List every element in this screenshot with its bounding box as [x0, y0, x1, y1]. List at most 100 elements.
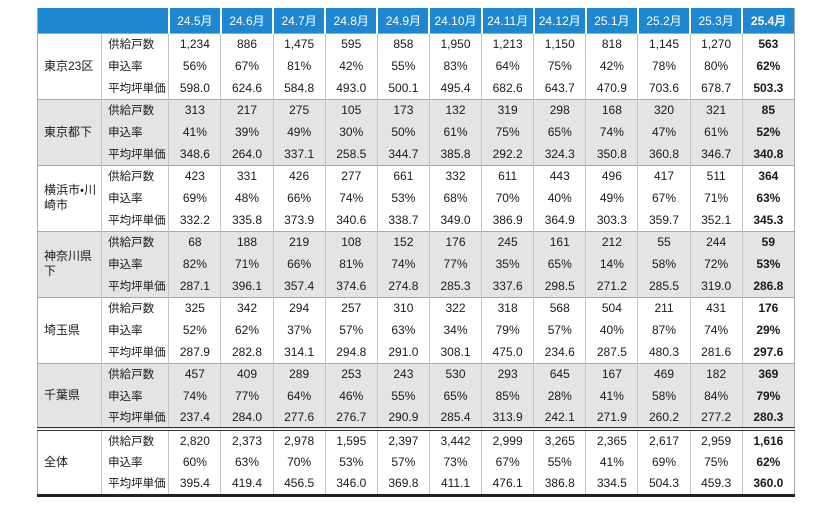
value-cell: 62% — [220, 319, 274, 341]
value-cell: 65% — [428, 385, 482, 407]
value-cell: 313.9 — [481, 407, 534, 429]
value-cell: 318 — [481, 296, 534, 319]
value-cell: 83% — [428, 55, 482, 77]
value-cell: 2,365 — [585, 427, 638, 451]
metric-label: 平均坪単価 — [101, 473, 169, 495]
value-cell: 245 — [481, 230, 534, 253]
value-cell: 285.4 — [428, 407, 482, 429]
value-cell: 237.4 — [168, 407, 221, 429]
value-cell: 293 — [481, 362, 534, 385]
month-header: 24.12月 — [532, 8, 586, 34]
value-cell: 475.0 — [481, 341, 534, 363]
value-cell: 271.2 — [585, 275, 638, 297]
value-cell: 75% — [481, 121, 534, 143]
value-cell: 167 — [585, 362, 638, 385]
metric-label: 申込率 — [101, 55, 169, 77]
group-label: 千葉県 — [37, 362, 102, 429]
value-cell: 495.4 — [428, 77, 482, 99]
value-cell: 661 — [376, 164, 430, 187]
value-cell: 60% — [168, 451, 221, 473]
value-cell: 2,397 — [376, 427, 430, 451]
value-cell: 324.3 — [533, 143, 586, 165]
value-cell: 346.7 — [689, 143, 743, 165]
value-cell: 28% — [533, 385, 586, 407]
value-cell: 352.1 — [689, 209, 743, 231]
value-cell: 314.1 — [272, 341, 326, 363]
value-cell: 168 — [585, 98, 638, 121]
value-cell: 57% — [376, 451, 430, 473]
value-cell: 349.0 — [428, 209, 482, 231]
group-label: 横浜市・川崎市 — [37, 164, 102, 231]
table-row: 申込率 82% 71% 66% 81% 74% 77% 35% 65% 14% 58% 72% 53% — [38, 253, 795, 275]
value-cell: 426 — [272, 164, 326, 187]
value-cell: 598.0 — [168, 77, 221, 99]
value-cell: 643.7 — [533, 77, 586, 99]
table-row: 平均坪単価 287.9 282.8 314.1 294.8 291.0 308.1 475.0… — [38, 341, 795, 363]
value-cell: 61% — [689, 121, 743, 143]
table-header-row: 24.5月 24.6月 24.7月 24.8月 24.9月 24.10月 24.11月 24.… — [37, 8, 795, 34]
value-cell: 64% — [272, 385, 326, 407]
value-cell: 74% — [585, 121, 638, 143]
value-cell: 423 — [168, 164, 221, 187]
value-cell: 77% — [428, 253, 482, 275]
metric-label: 申込率 — [101, 253, 169, 275]
value-cell: 55 — [637, 230, 691, 253]
value-cell: 264.0 — [220, 143, 274, 165]
value-cell: 40% — [585, 319, 638, 341]
value-cell: 257 — [324, 296, 378, 319]
value-cell: 61% — [428, 121, 482, 143]
value-cell: 260.2 — [637, 407, 691, 429]
value-cell: 41% — [585, 451, 638, 473]
value-cell: 67% — [220, 55, 274, 77]
value-cell: 3,442 — [428, 427, 482, 451]
value-cell: 340.6 — [324, 209, 378, 231]
value-cell: 364 — [741, 164, 795, 187]
value-cell: 682.6 — [481, 77, 534, 99]
value-cell: 290.9 — [376, 407, 430, 429]
value-cell: 42% — [585, 55, 638, 77]
value-cell: 503.3 — [741, 77, 795, 99]
value-cell: 346.0 — [324, 473, 378, 495]
value-cell: 1,213 — [481, 32, 534, 55]
value-cell: 65% — [533, 121, 586, 143]
value-cell: 504.3 — [637, 473, 691, 495]
value-cell: 338.7 — [376, 209, 430, 231]
value-cell: 72% — [689, 253, 743, 275]
value-cell: 258.5 — [324, 143, 378, 165]
value-cell: 292.2 — [481, 143, 534, 165]
value-cell: 49% — [272, 121, 326, 143]
value-cell: 1,150 — [533, 32, 586, 55]
value-cell: 67% — [637, 187, 691, 209]
value-cell: 320 — [637, 98, 691, 121]
value-cell: 69% — [637, 451, 691, 473]
value-cell: 2,999 — [481, 427, 534, 451]
value-cell: 321 — [689, 98, 743, 121]
value-cell: 56% — [168, 55, 221, 77]
value-cell: 297.6 — [741, 341, 795, 363]
value-cell: 58% — [637, 253, 691, 275]
value-cell: 62% — [741, 55, 795, 77]
value-cell: 277.6 — [272, 407, 326, 429]
value-cell: 385.8 — [428, 143, 482, 165]
value-cell: 41% — [585, 385, 638, 407]
value-cell: 81% — [324, 253, 378, 275]
value-cell: 58% — [637, 385, 691, 407]
value-cell: 285.5 — [637, 275, 691, 297]
value-cell: 242.1 — [533, 407, 586, 429]
value-cell: 1,616 — [741, 427, 795, 451]
metric-label: 供給戸数 — [101, 362, 169, 385]
value-cell: 48% — [220, 187, 274, 209]
value-cell: 331 — [220, 164, 274, 187]
table-row: 申込率 74% 77% 64% 46% 55% 65% 85% 28% 41% 58% 84% 79% — [38, 385, 795, 407]
metric-label: 供給戸数 — [101, 296, 169, 319]
value-cell: 62% — [741, 451, 795, 473]
value-cell: 41% — [168, 121, 221, 143]
value-cell: 886 — [220, 32, 274, 55]
group-label: 全体 — [37, 427, 102, 495]
value-cell: 67% — [481, 451, 534, 473]
value-cell: 303.3 — [585, 209, 638, 231]
value-cell: 80% — [689, 55, 743, 77]
value-cell: 459.3 — [689, 473, 743, 495]
value-cell: 29% — [741, 319, 795, 341]
value-cell: 310 — [376, 296, 430, 319]
